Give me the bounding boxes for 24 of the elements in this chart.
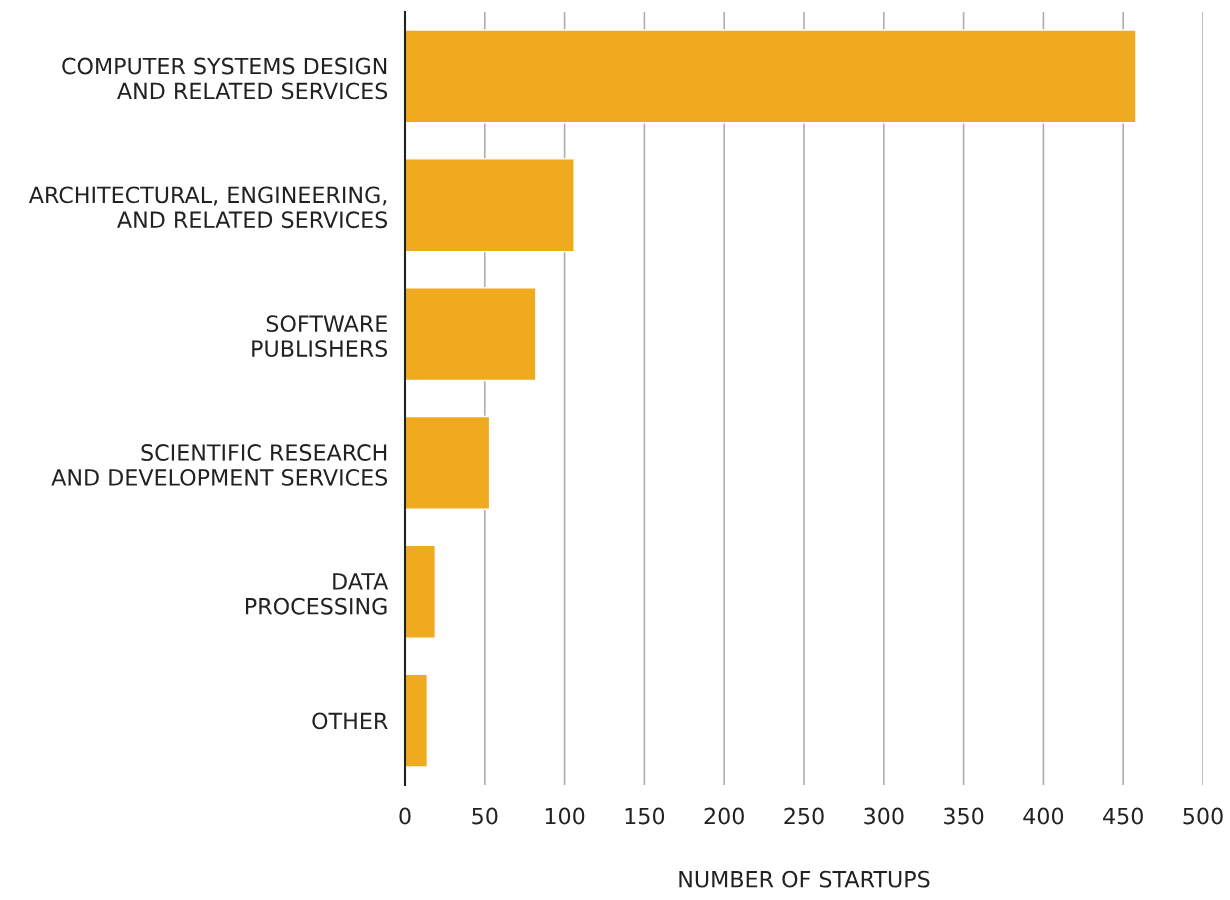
x-tick-label: 250 (784, 807, 824, 825)
y-tick-label: SCIENTIFIC RESEARCH AND DEVELOPMENT SERVICES (51, 444, 388, 486)
x-tick-label: 50 (472, 807, 498, 825)
x-tick-label: 500 (1183, 807, 1223, 825)
bar (405, 415, 491, 510)
y-tick-label: DATA PROCESSING (246, 573, 389, 615)
x-tick-label: 200 (704, 807, 744, 825)
y-tick-label: COMPUTER SYSTEMS DESIGN AND RELATED SERVICES (62, 57, 388, 100)
bar (405, 158, 575, 253)
bar (405, 29, 1137, 124)
x-tick-label: 0 (399, 807, 411, 825)
x-tick-label: 400 (1023, 807, 1064, 825)
y-tick-label: SOFTWARE PUBLISHERS (252, 315, 388, 357)
x-tick-label: 300 (864, 807, 904, 825)
bar (405, 544, 437, 639)
y-tick-label: ARCHITECTURAL, ENGINEERING, AND RELATED SERVICES (28, 186, 388, 229)
x-tick-label: 450 (1103, 807, 1143, 825)
x-axis-title: NUMBER OF STARTUPS (679, 870, 930, 888)
bar (405, 673, 429, 768)
x-tick-label: 150 (625, 807, 665, 825)
bar (405, 287, 537, 382)
x-tick-label: 100 (545, 807, 585, 825)
x-tick-label: 350 (944, 807, 984, 825)
y-tick-label: OTHER (312, 712, 388, 730)
